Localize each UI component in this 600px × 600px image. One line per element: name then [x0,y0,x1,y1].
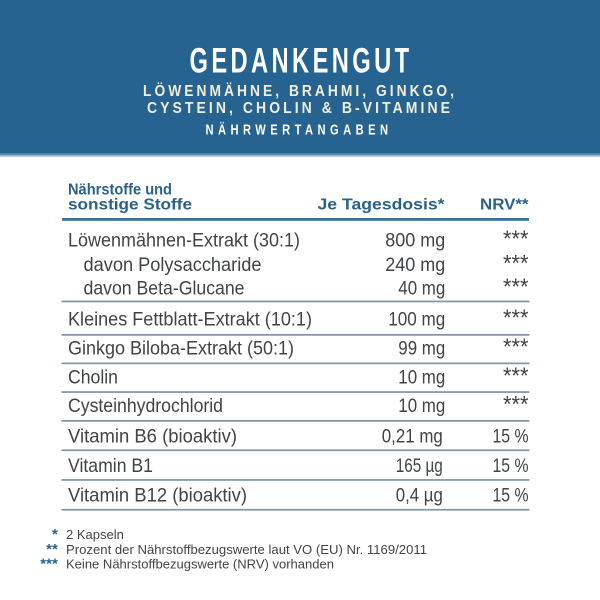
svg-text:***: *** [503,363,529,389]
svg-text:Vitamin B1: Vitamin B1 [68,455,153,477]
svg-text:15 %: 15 % [493,455,529,477]
svg-text:NÄHRWERTANGABEN: NÄHRWERTANGABEN [206,122,393,139]
svg-text:*: * [52,526,58,543]
svg-text:165 µg: 165 µg [396,455,443,477]
svg-text:NRV**: NRV** [480,196,529,213]
svg-text:15 %: 15 % [493,484,529,506]
svg-text:Cholin: Cholin [68,367,118,389]
svg-text:Cysteinhydrochlorid: Cysteinhydrochlorid [68,395,223,417]
svg-text:***: *** [503,226,529,252]
svg-text:LÖWENMÄHNE, BRAHMI, GINKGO,: LÖWENMÄHNE, BRAHMI, GINKGO, [143,81,457,100]
svg-text:CYSTEIN, CHOLIN & B-VITAMINE: CYSTEIN, CHOLIN & B-VITAMINE [147,100,453,117]
svg-text:***: *** [503,250,529,276]
svg-text:10 mg: 10 mg [398,395,445,417]
svg-text:GEDANKENGUT: GEDANKENGUT [190,41,413,80]
svg-text:2 Kapseln: 2 Kapseln [66,527,124,542]
svg-text:davon Beta-Glucane: davon Beta-Glucane [84,278,245,300]
svg-text:Vitamin B12 (bioaktiv): Vitamin B12 (bioaktiv) [68,484,247,506]
svg-text:800 mg: 800 mg [385,230,445,252]
svg-text:sonstige Stoffe: sonstige Stoffe [68,196,192,213]
svg-text:Keine Nährstoffbezugswerte (NR: Keine Nährstoffbezugswerte (NRV) vorhand… [66,557,334,572]
svg-text:15 %: 15 % [493,426,529,448]
svg-text:10 mg: 10 mg [398,367,445,389]
svg-text:***: *** [503,274,529,300]
svg-text:100 mg: 100 mg [388,309,445,331]
svg-text:99 mg: 99 mg [398,338,445,360]
svg-text:***: *** [503,391,529,417]
svg-text:***: *** [40,556,58,573]
svg-text:240 mg: 240 mg [385,254,445,276]
svg-text:0,4 µg: 0,4 µg [396,484,443,506]
svg-text:***: *** [503,305,529,331]
svg-text:Kleines Fettblatt-Extrakt (10:: Kleines Fettblatt-Extrakt (10:1) [68,309,312,331]
svg-text:***: *** [503,334,529,360]
svg-text:Prozent der Nährstoffbezugswer: Prozent der Nährstoffbezugswerte laut VO… [66,542,427,557]
svg-text:Löwenmähnen-Extrakt (30:1): Löwenmähnen-Extrakt (30:1) [68,230,300,252]
svg-text:Je Tagesdosis*: Je Tagesdosis* [318,196,446,213]
svg-text:40 mg: 40 mg [398,278,445,300]
svg-text:Ginkgo Biloba-Extrakt (50:1): Ginkgo Biloba-Extrakt (50:1) [68,338,294,360]
svg-text:davon Polysaccharide: davon Polysaccharide [84,254,262,276]
svg-text:**: ** [46,541,58,558]
svg-text:Vitamin B6 (bioaktiv): Vitamin B6 (bioaktiv) [68,426,237,448]
svg-text:Nährstoffe und: Nährstoffe und [68,182,172,199]
svg-text:0,21 mg: 0,21 mg [382,426,443,448]
